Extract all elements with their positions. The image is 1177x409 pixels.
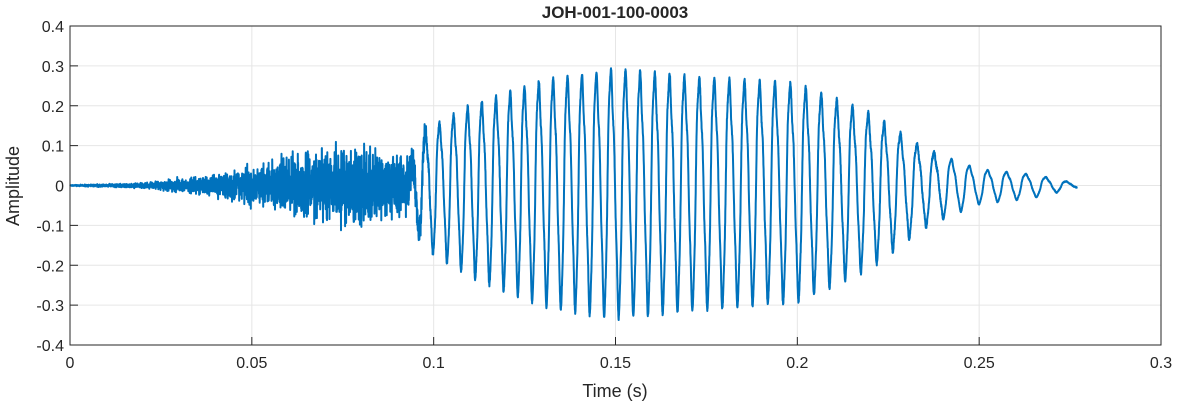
y-tick-label: 0.4: [42, 19, 64, 36]
x-tick-label: 0.15: [600, 355, 631, 372]
x-tick-label: 0.25: [964, 355, 995, 372]
y-tick-label: 0.1: [42, 139, 64, 156]
x-tick-label: 0.05: [236, 355, 267, 372]
y-tick-label: -0.3: [36, 298, 64, 315]
y-tick-label: -0.2: [36, 258, 64, 275]
x-axis-label: Time (s): [582, 381, 647, 401]
waveform-series: [69, 67, 1079, 321]
chart-title: JOH-001-100-0003: [542, 3, 688, 22]
y-tick-label: 0: [55, 179, 64, 196]
y-tick-label: 0.2: [42, 99, 64, 116]
x-tick-label: 0.3: [1150, 355, 1172, 372]
y-tick-label: -0.4: [36, 338, 64, 355]
axes-box: [69, 25, 1162, 346]
y-tick-label: -0.1: [36, 218, 64, 235]
x-tick-label: 0.1: [423, 355, 445, 372]
x-tick-label: 0: [66, 355, 75, 372]
y-tick-label: 0.3: [42, 59, 64, 76]
x-tick-label: 0.2: [786, 355, 808, 372]
y-axis-label: Amplitude: [3, 146, 23, 226]
